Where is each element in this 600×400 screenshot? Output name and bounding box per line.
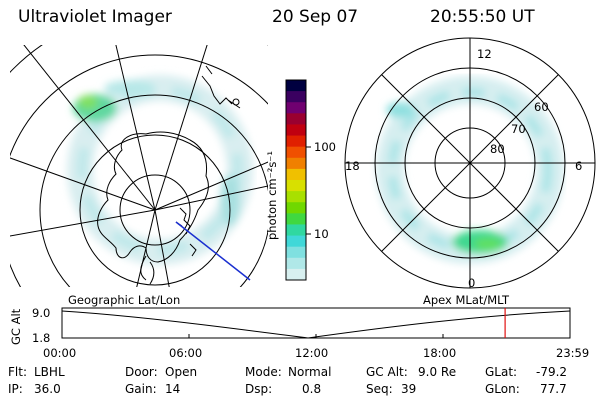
dsp-value: 0.8 [302, 382, 321, 396]
glat-label: GLat: [485, 365, 517, 379]
glat-value: -79.2 [536, 365, 567, 379]
ip-label: IP: [8, 382, 23, 396]
right-map-caption: Apex MLat/MLT [423, 293, 510, 307]
gain-value: 14 [165, 382, 180, 396]
colorbar-segment [286, 257, 306, 270]
flt-value: LBHL [34, 365, 65, 379]
timeline-tick-marks [61, 308, 571, 338]
colorbar-frame [285, 79, 307, 281]
glon-value: 77.7 [540, 382, 567, 396]
colorbar-segment [286, 102, 306, 114]
colorbar-segment [286, 213, 306, 225]
colorbar-segment [286, 235, 306, 248]
colorbar-unit-label: photon cm⁻²s⁻¹ [265, 151, 279, 240]
colorbar-segment [286, 91, 306, 103]
timeline-y-tick-bottom: 1.8 [32, 331, 50, 345]
gcalt-label: GC Alt: [366, 365, 408, 379]
ip-value: 36.0 [34, 382, 61, 396]
colorbar-segment [286, 124, 306, 137]
meridian-lines [10, 45, 268, 287]
timeline-y-tick-top: 9.0 [32, 306, 50, 320]
colorbar-tick-label-100: 100 [314, 140, 336, 154]
antarctica-outline [97, 131, 209, 263]
latitude-circles [10, 45, 268, 287]
colorbar-segment [286, 191, 306, 203]
colorbar-segment [286, 135, 306, 148]
door-label: Door: [125, 365, 158, 379]
timeline-frame [61, 307, 571, 339]
colorbar-segment [286, 246, 306, 259]
door-value: Open [165, 365, 197, 379]
observation-date: 20 Sep 07 [272, 7, 359, 27]
timeline-x-tick-2: 12:00 [295, 346, 328, 360]
auroral-oval-right [376, 76, 564, 264]
gcalt-value: 9.0 Re [418, 365, 456, 379]
mlat-label-80: 80 [490, 142, 505, 156]
mode-value: Normal [288, 365, 331, 379]
instrument-title: Ultraviolet Imager [18, 7, 172, 27]
left-map-caption: Geographic Lat/Lon [68, 293, 180, 307]
colorbar-segment [286, 168, 306, 181]
colorbar-segment [286, 146, 306, 159]
altitude-timeline: GC Alt 9.0 1.8 00:00 06:00 12:00 18:00 2… [9, 306, 589, 360]
mlt-label-0: 0 [468, 276, 475, 290]
colorbar-segment [286, 202, 306, 214]
satellite-ground-track [175, 221, 251, 281]
timeline-x-tick-1: 06:00 [169, 346, 202, 360]
colorbar-segment [286, 268, 306, 281]
seq-value: 39 [401, 382, 416, 396]
status-footer: Flt: LBHL Door: Open Mode: Normal GC Alt… [8, 365, 567, 396]
antarctic-peninsula [140, 255, 155, 285]
timeline-x-tick-4: 23:59 [556, 346, 589, 360]
intensity-colorbar [286, 80, 306, 281]
mlat-label-60: 60 [534, 100, 549, 114]
mlt-lines [345, 38, 595, 288]
timeline-x-tick-0: 00:00 [43, 346, 76, 360]
mode-label: Mode: [245, 365, 282, 379]
timeline-x-tick-3: 18:00 [423, 346, 456, 360]
mlat-label-70: 70 [511, 122, 526, 136]
colorbar-tick-label-10: 10 [314, 227, 329, 241]
mlt-label-12: 12 [477, 47, 492, 61]
timeline-y-axis-label: GC Alt [9, 308, 23, 345]
seq-label: Seq: [366, 382, 393, 396]
colorbar-segment [286, 80, 306, 92]
mlt-label-18: 18 [345, 159, 360, 173]
colorbar-segment [286, 180, 306, 192]
flt-label: Flt: [8, 365, 27, 379]
glon-label: GLon: [485, 382, 520, 396]
dsp-label: Dsp: [245, 382, 272, 396]
colorbar-segment [286, 113, 306, 125]
mlt-label-6: 6 [575, 159, 582, 173]
colorbar-segment [286, 157, 306, 170]
observation-time: 20:55:50 UT [430, 7, 535, 27]
auroral-oval-left [67, 75, 253, 265]
altitude-curve [61, 310, 571, 339]
gain-label: Gain: [125, 382, 157, 396]
geographic-map [10, 45, 268, 287]
colorbar-segment [286, 224, 306, 237]
magnetic-map: 12 18 6 0 60 70 80 [344, 37, 596, 290]
